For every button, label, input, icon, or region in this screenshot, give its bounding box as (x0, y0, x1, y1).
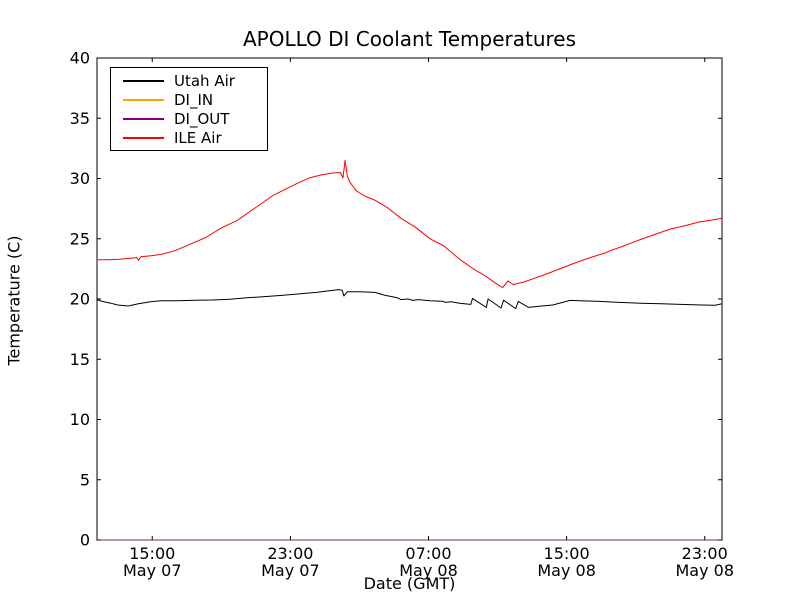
y-tick-label: 15 (70, 350, 90, 369)
x-tick-label-date: May 08 (399, 561, 458, 580)
x-tick-label-date: May 07 (123, 561, 182, 580)
legend-line-utah-air (123, 79, 164, 82)
legend-line-ile-air (123, 136, 164, 139)
x-tick-label-time: 23:00 (682, 544, 728, 563)
y-tick-label: 5 (80, 470, 90, 489)
y-tick-label: 30 (70, 169, 90, 188)
y-tick-label: 40 (70, 49, 90, 68)
x-tick-label-time: 15:00 (129, 544, 175, 563)
legend-label: Utah Air (174, 71, 235, 90)
legend-item: DI_IN (111, 90, 267, 109)
series-line-ile-air (97, 159, 723, 289)
legend-label: DI_OUT (174, 109, 230, 128)
y-tick-label: 0 (80, 531, 90, 550)
series-line-utah-air (96, 289, 723, 310)
legend-item: ILE Air (111, 128, 267, 147)
y-axis-label: Temperature (C) (4, 235, 24, 366)
legend: Utah Air DI_IN DI_OUT ILE Air (110, 67, 268, 151)
x-axis-label: Date (GMT) (363, 574, 456, 593)
x-tick-label-time: 07:00 (405, 544, 451, 563)
legend-line-di-in (123, 98, 164, 101)
x-tick-label-time: 15:00 (544, 544, 590, 563)
y-tick-label: 10 (70, 410, 90, 429)
y-tick-label: 25 (70, 229, 90, 248)
x-tick-label-date: May 08 (675, 561, 734, 580)
legend-line-di-out (123, 117, 164, 120)
legend-item: Utah Air (111, 71, 267, 90)
chart-title: APOLLO DI Coolant Temperatures (242, 27, 577, 51)
legend-label: ILE Air (174, 128, 222, 147)
y-tick-label: 20 (70, 290, 90, 309)
x-tick-label-time: 23:00 (267, 544, 313, 563)
legend-label: DI_IN (174, 90, 214, 109)
x-tick-label-date: May 07 (261, 561, 320, 580)
x-tick-label-date: May 08 (537, 561, 596, 580)
y-tick-label: 35 (70, 109, 90, 128)
legend-item: DI_OUT (111, 109, 267, 128)
